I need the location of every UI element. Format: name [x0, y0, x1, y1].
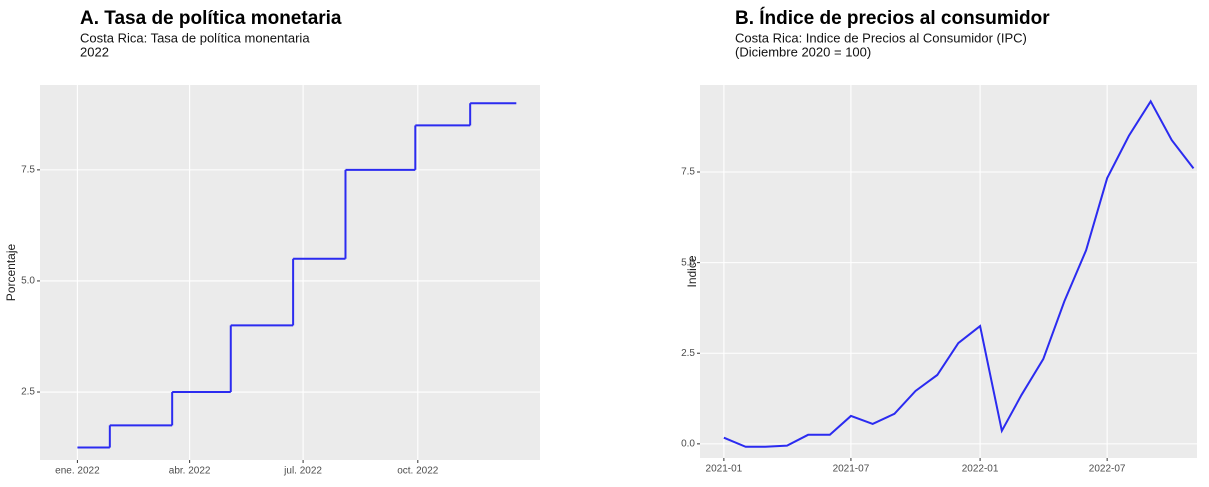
x-tick-label: 2022-07	[1089, 464, 1126, 475]
line	[723, 99, 1195, 448]
x-tick-label: 2022-01	[962, 464, 999, 475]
y-tick-label: 2.5	[681, 348, 695, 359]
chart-subtitle: Costa Rica: Indice de Precios al Consumi…	[735, 30, 1027, 45]
y-tick-label: 0.0	[681, 439, 695, 450]
y-tick-label: 7.5	[681, 167, 695, 178]
chart-title: B. Índice de precios al consumidor	[735, 7, 1050, 29]
chart-subtitle: 2022	[80, 44, 109, 59]
chart-subtitle: Costa Rica: Tasa de política monentaria	[80, 30, 310, 45]
panel	[700, 85, 1197, 458]
y-tick-label: 5.0	[21, 276, 35, 287]
x-tick-label: jul. 2022	[283, 466, 322, 477]
x-tick-label: oct. 2022	[397, 466, 439, 477]
x-tick-label: 2021-07	[833, 464, 870, 475]
chart-title: A. Tasa de política monetaria	[80, 8, 342, 29]
x-tick-label: ene. 2022	[55, 466, 100, 477]
chart-subtitle: (Diciembre 2020 = 100)	[735, 44, 871, 59]
y-tick-label: 2.5	[21, 387, 35, 398]
y-tick-label: 7.5	[21, 165, 35, 176]
panel	[40, 85, 540, 460]
y-axis-title: Porcentaje	[4, 243, 18, 301]
y-axis-title: Indice	[685, 255, 699, 287]
x-tick-label: 2021-01	[706, 464, 743, 475]
y-tick-label: 5.0	[681, 257, 695, 268]
x-tick-label: abr. 2022	[169, 466, 211, 477]
